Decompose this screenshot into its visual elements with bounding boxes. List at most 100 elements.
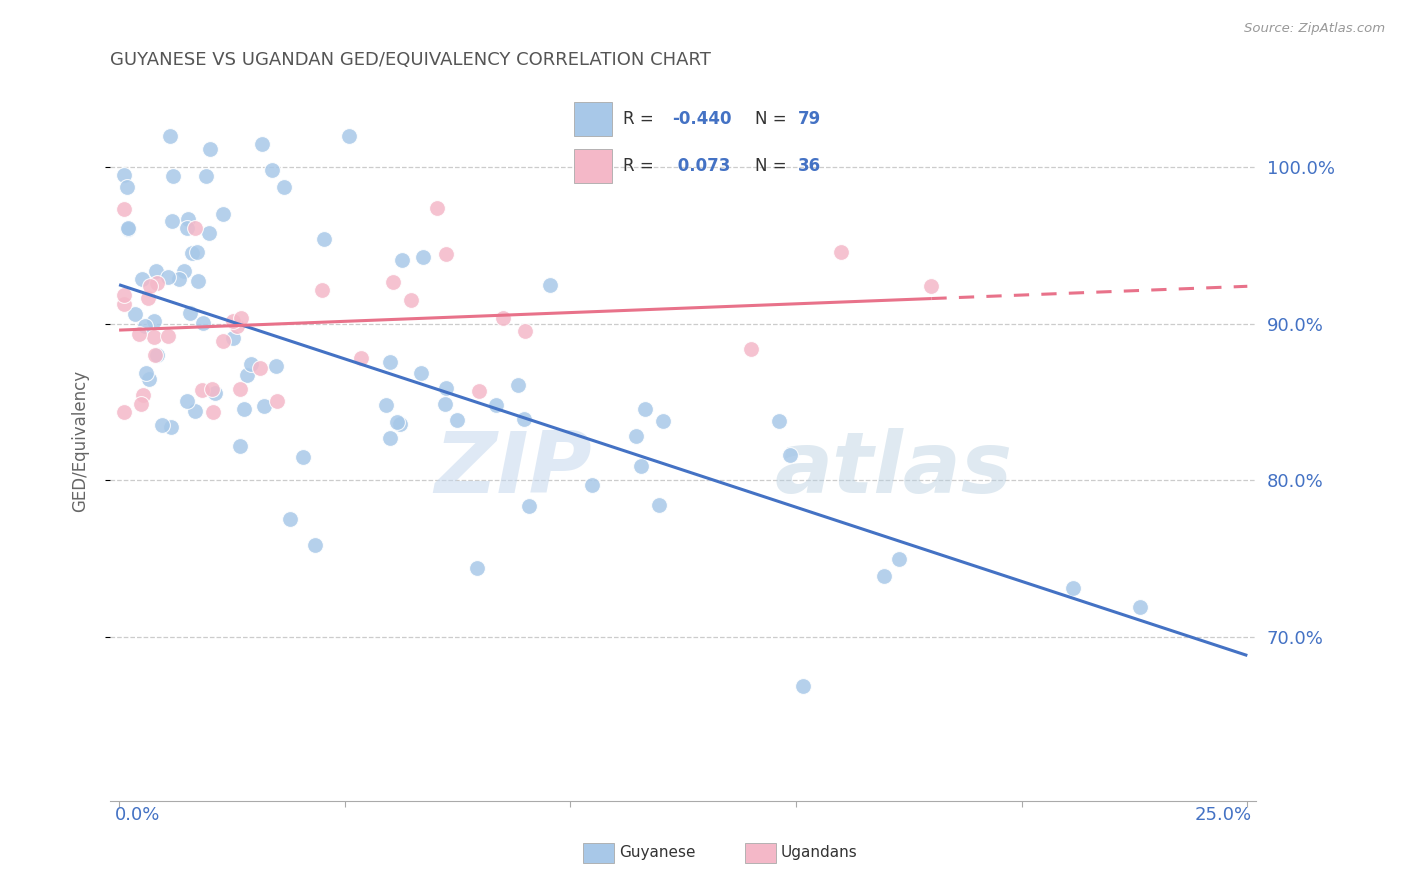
Point — [740, 343, 762, 357]
Point — [465, 560, 488, 574]
Point — [187, 274, 209, 288]
Point — [426, 201, 449, 215]
Point — [135, 366, 157, 380]
Text: ZIP: ZIP — [434, 428, 592, 511]
Point — [468, 384, 491, 399]
Point — [768, 414, 790, 428]
Point — [375, 399, 398, 413]
Point — [177, 211, 200, 226]
Point — [492, 310, 515, 325]
Point — [624, 429, 647, 443]
Point — [160, 214, 183, 228]
Point — [211, 207, 233, 221]
Point — [117, 222, 139, 236]
Point — [157, 328, 180, 343]
Point — [513, 324, 536, 338]
Text: GUYANESE VS UGANDAN GED/EQUIVALENCY CORRELATION CHART: GUYANESE VS UGANDAN GED/EQUIVALENCY CORR… — [110, 51, 711, 69]
Text: Ugandans: Ugandans — [780, 846, 858, 860]
Point — [173, 263, 195, 277]
Point — [634, 401, 657, 416]
Point — [506, 377, 529, 392]
Point — [112, 168, 135, 182]
Point — [160, 420, 183, 434]
Point — [538, 277, 561, 292]
Point — [889, 552, 911, 566]
Point — [830, 244, 852, 259]
Point — [129, 397, 152, 411]
Point — [434, 246, 457, 260]
Point — [201, 382, 224, 396]
Point — [240, 357, 263, 371]
Point — [920, 279, 942, 293]
Point — [184, 404, 207, 418]
Point — [204, 386, 226, 401]
Point — [179, 305, 201, 319]
Point — [229, 439, 252, 453]
Point — [201, 404, 224, 418]
Point — [112, 202, 135, 217]
Point — [337, 129, 360, 144]
Point — [378, 431, 401, 445]
Point — [873, 568, 896, 582]
Point — [191, 316, 214, 330]
Point — [273, 179, 295, 194]
Point — [401, 293, 423, 307]
Text: Guyanese: Guyanese — [619, 846, 695, 860]
Point — [143, 349, 166, 363]
Point — [131, 272, 153, 286]
Point — [485, 398, 508, 412]
Point — [134, 318, 156, 333]
Point — [225, 318, 247, 333]
Point — [198, 226, 221, 240]
Point — [581, 478, 603, 492]
Point — [157, 270, 180, 285]
Text: 25.0%: 25.0% — [1195, 805, 1251, 823]
Point — [232, 401, 254, 416]
Point — [112, 288, 135, 302]
Point — [195, 169, 218, 183]
Point — [278, 511, 301, 525]
Point — [434, 381, 457, 395]
Point — [1062, 581, 1084, 595]
Point — [409, 366, 432, 380]
Point — [304, 538, 326, 552]
Point — [112, 405, 135, 419]
Point — [191, 384, 214, 398]
Point — [391, 252, 413, 267]
Point — [139, 279, 162, 293]
Point — [792, 679, 814, 693]
Point — [412, 250, 434, 264]
Text: 0.0%: 0.0% — [114, 805, 160, 823]
Point — [222, 314, 245, 328]
Point — [186, 245, 208, 260]
Point — [446, 413, 468, 427]
Point — [143, 314, 166, 328]
Point — [112, 297, 135, 311]
Point — [630, 459, 652, 474]
Point — [181, 245, 204, 260]
Point — [132, 388, 155, 402]
Point — [117, 221, 139, 235]
Point — [142, 330, 165, 344]
Point — [236, 368, 259, 383]
Point — [252, 136, 274, 151]
Point — [512, 412, 534, 426]
Point — [314, 232, 336, 246]
Point — [115, 180, 138, 194]
Point — [184, 221, 207, 235]
Point — [249, 360, 271, 375]
Point — [652, 414, 675, 428]
Point — [176, 221, 198, 235]
Point — [291, 450, 314, 464]
Point — [212, 334, 235, 348]
Point — [176, 393, 198, 408]
Point — [382, 275, 405, 289]
Point — [519, 500, 541, 514]
Point — [124, 307, 146, 321]
Point — [136, 291, 159, 305]
Text: Source: ZipAtlas.com: Source: ZipAtlas.com — [1244, 22, 1385, 36]
Point — [145, 264, 167, 278]
Point — [434, 397, 457, 411]
Point — [159, 129, 181, 144]
Point — [146, 348, 169, 362]
